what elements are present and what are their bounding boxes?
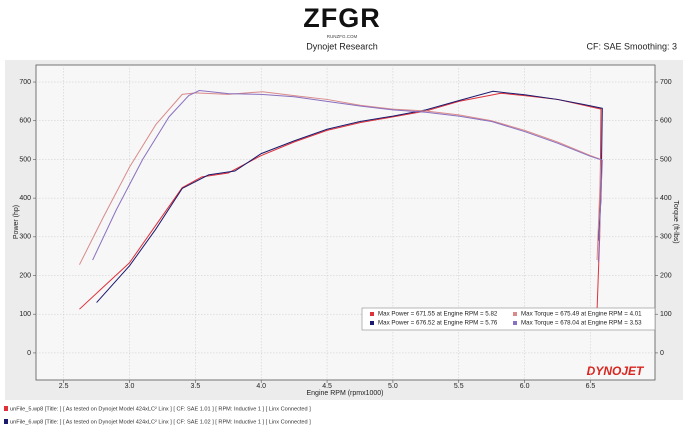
series-line [79, 92, 602, 311]
file-icon [4, 406, 8, 411]
legend-swatch [370, 312, 374, 316]
site: RUNZFG.COM [327, 34, 358, 39]
file-icon [4, 419, 8, 424]
legend-label: Max Torque = 675.49 at Engine RPM = 4.01 [521, 311, 642, 318]
y-tick-label: 400 [19, 195, 31, 202]
y2-tick-label: 0 [660, 350, 664, 357]
legend-label: Max Power = 671.55 at Engine RPM = 5.82 [378, 311, 498, 318]
y2-tick-label: 700 [660, 79, 672, 86]
legend-swatch [513, 321, 517, 325]
series-line [92, 90, 603, 262]
x-tick-label: 3.5 [190, 383, 200, 390]
y2-tick-label: 400 [660, 195, 672, 202]
x-tick-label: 6.5 [586, 383, 596, 390]
settings: CF: SAE Smoothing: 3 [586, 41, 677, 51]
legend-label: Max Torque = 678.04 at Engine RPM = 3.53 [521, 320, 642, 327]
y2-tick-label: 500 [660, 156, 672, 163]
file-info: unFile_6.wp8 [Title: ] [ As tested on Dy… [10, 419, 311, 425]
x-tick-label: 5.0 [388, 383, 398, 390]
plot-area [35, 64, 656, 381]
logo: ZFGR [303, 3, 381, 33]
x-tick-label: 4.5 [322, 383, 332, 390]
x-axis-label: Engine RPM (rpmx1000) [306, 390, 383, 397]
x-tick-label: 3.0 [125, 383, 135, 390]
y2-tick-label: 200 [660, 272, 672, 279]
y2-tick-label: 300 [660, 234, 672, 241]
file-info: unFile_5.wp8 [Title: ] [ As tested on Dy… [10, 406, 311, 412]
y2-axis-label: Torque (ft-lbs) [672, 200, 679, 243]
x-tick-label: 5.5 [454, 383, 464, 390]
company: Dynojet Research [306, 41, 378, 51]
legend-swatch [370, 321, 374, 325]
brand: DYNOJET [587, 364, 645, 378]
x-tick-label: 4.0 [256, 383, 266, 390]
y-tick-label: 200 [19, 272, 31, 279]
series-line [79, 91, 602, 265]
y-tick-label: 0 [27, 350, 31, 357]
x-tick-label: 2.5 [59, 383, 69, 390]
legend [361, 307, 656, 331]
y-tick-label: 100 [19, 311, 31, 318]
legend-swatch [513, 312, 517, 316]
series-line [96, 90, 603, 303]
y2-tick-label: 100 [660, 311, 672, 318]
y-tick-label: 700 [19, 79, 31, 86]
y-tick-label: 600 [19, 118, 31, 125]
y-axis-label: Power (hp) [13, 205, 20, 239]
y-tick-label: 500 [19, 156, 31, 163]
y-tick-label: 300 [19, 234, 31, 241]
y2-tick-label: 600 [660, 118, 672, 125]
legend-label: Max Power = 676.52 at Engine RPM = 5.76 [378, 320, 498, 327]
x-tick-label: 6.0 [520, 383, 530, 390]
